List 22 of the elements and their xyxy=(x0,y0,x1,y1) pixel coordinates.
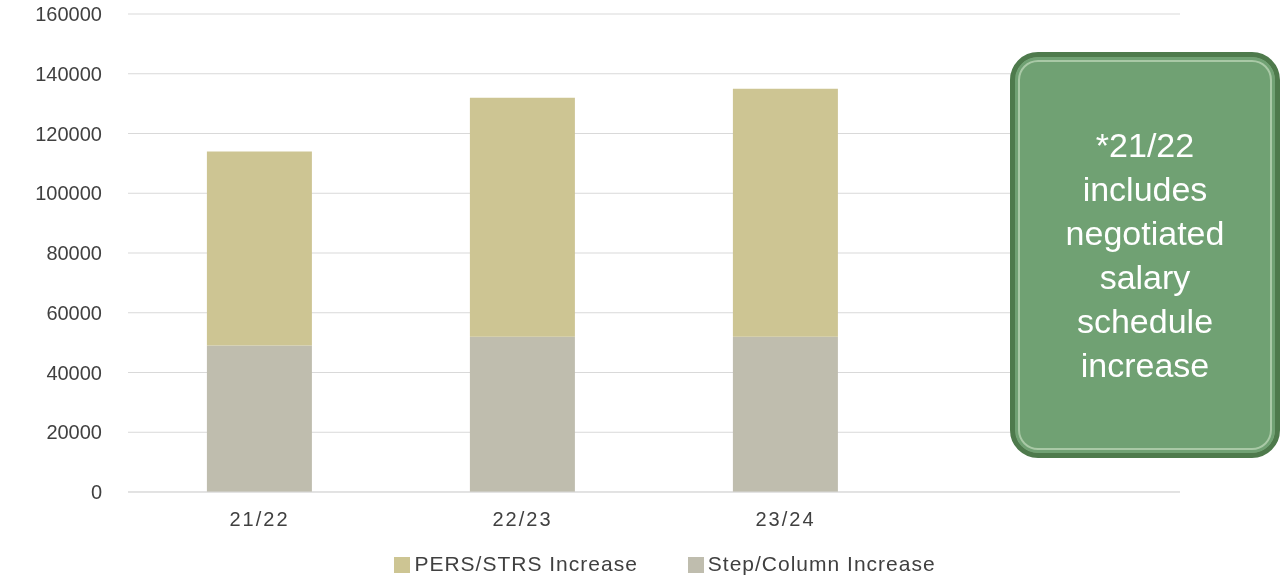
bar xyxy=(206,345,312,492)
annotation: *21/22 includes negotiated salary schedule increase xyxy=(1064,125,1226,386)
bar xyxy=(469,97,575,337)
bar xyxy=(732,336,838,492)
y-tick-label: 80000 xyxy=(46,242,102,265)
bar xyxy=(206,151,312,346)
y-tick-label: 140000 xyxy=(35,62,102,85)
legend-label: PERS/STRS Increase xyxy=(414,552,638,575)
bar xyxy=(732,88,838,337)
y-tick-label: 40000 xyxy=(46,361,102,384)
callout-box: *21/22 includes negotiated salary schedule increase xyxy=(1010,52,1280,458)
y-tick-label: 100000 xyxy=(35,182,102,205)
y-tick-label: 160000 xyxy=(35,3,102,26)
legend-label: Step/Column Increase xyxy=(707,552,936,575)
y-tick-label: 60000 xyxy=(46,301,102,324)
x-tick-label: 23/24 xyxy=(755,508,816,531)
y-tick-label: 0 xyxy=(90,481,102,504)
x-tick-label: 21/22 xyxy=(229,508,290,531)
y-tick-label: 120000 xyxy=(35,122,102,145)
bar xyxy=(469,336,575,492)
y-tick-label: 20000 xyxy=(46,421,102,444)
x-tick-label: 22/23 xyxy=(492,508,553,531)
